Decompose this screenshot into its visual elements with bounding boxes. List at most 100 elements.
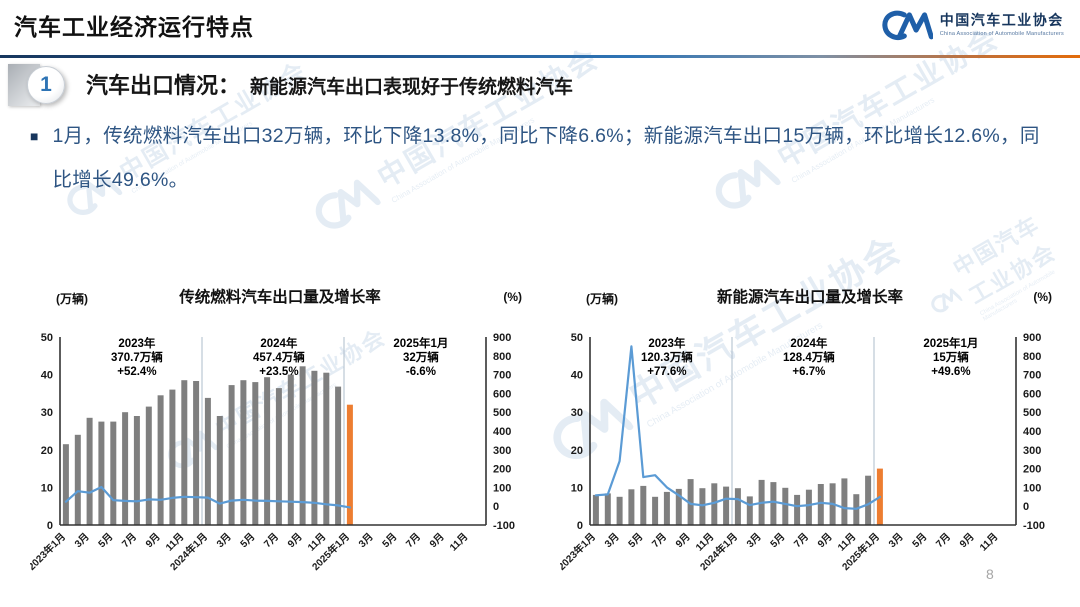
annotation-volume: 370.7万辆 [111, 350, 163, 364]
export-volume-bar [74, 434, 81, 525]
export-volume-bar [652, 496, 659, 525]
export-volume-bar [817, 484, 824, 525]
x-axis-label: 7月 [934, 531, 953, 550]
x-axis-label: 2023年1月 [30, 530, 68, 573]
right-axis-tick: -100 [493, 520, 515, 532]
x-axis-label: 9月 [285, 531, 304, 550]
annotation-growth: +52.4% [117, 366, 156, 378]
bullet-marker-icon: ■ [30, 128, 39, 144]
annotation-growth: +49.6% [931, 366, 970, 378]
export-volume-bar [346, 404, 353, 525]
chart-nev-exports: 新能源汽车出口量及增长率 (万辆) (%) 0 10 20 30 40 50 900 800 7… [560, 283, 1060, 605]
x-axis-label: 3月 [72, 531, 91, 550]
export-volume-bar [782, 487, 789, 525]
export-volume-bar [628, 489, 635, 525]
caam-logo-mark-icon [882, 10, 933, 40]
export-volume-bar [794, 494, 801, 525]
export-volume-bar [592, 494, 599, 525]
page-title: 汽车工业经济运行特点 [14, 14, 254, 40]
section-heading-sub: 新能源汽车出口表现好于传统燃料汽车 [250, 77, 574, 98]
export-volume-bar [216, 416, 223, 525]
x-axis-label: 7月 [792, 531, 811, 550]
right-axis-tick: 800 [493, 351, 511, 363]
annotation-year: 2024年 [260, 336, 298, 350]
export-volume-bar [122, 412, 129, 525]
export-volume-bar [287, 374, 294, 525]
annotation-volume: 32万辆 [403, 350, 439, 364]
left-axis-tick: 30 [571, 407, 583, 419]
org-name-cn: 中国汽车工业协会 [939, 12, 1064, 29]
export-volume-bar [663, 491, 670, 525]
right-axis-tick: 700 [1023, 370, 1041, 382]
right-axis-tick: 400 [1023, 426, 1041, 438]
left-axis-tick: 50 [41, 332, 53, 344]
x-axis-label: 9月 [957, 531, 976, 550]
annotation-year: 2023年 [648, 336, 686, 350]
export-volume-bar [723, 486, 730, 525]
export-volume-bar [640, 485, 647, 525]
left-axis-tick: 30 [41, 407, 53, 419]
right-axis-tick: 0 [493, 501, 499, 513]
right-axis-unit-label: (%) [1033, 290, 1052, 304]
export-volume-bar [616, 496, 623, 525]
x-axis-label: 9月 [427, 531, 446, 550]
right-axis-tick: 100 [493, 482, 511, 494]
chart-title: 传统燃料汽车出口量及增长率 [179, 289, 381, 306]
annotation-growth: +23.5% [259, 366, 298, 378]
x-axis-label: 9月 [673, 531, 692, 550]
export-volume-bar [805, 489, 812, 525]
right-axis-tick: 0 [1023, 501, 1029, 513]
annotation-year: 2025年1月 [923, 336, 978, 350]
left-axis-unit-label: (万辆) [586, 292, 618, 306]
right-axis-tick: 300 [493, 445, 511, 457]
export-volume-bar [193, 381, 200, 525]
export-volume-bar [240, 380, 247, 525]
annotation-year: 2023年 [118, 336, 156, 350]
left-axis-unit-label: (万辆) [56, 292, 88, 306]
section-number-badge: 1 [27, 66, 65, 104]
annotation-volume: 120.3万辆 [641, 350, 693, 364]
export-volume-bar [770, 482, 777, 525]
export-volume-bar [228, 385, 235, 525]
left-axis-tick: 20 [41, 445, 53, 457]
export-volume-bar [675, 488, 682, 525]
x-axis-label: 3月 [744, 531, 763, 550]
right-axis-tick: 800 [1023, 351, 1041, 363]
export-volume-bar [687, 479, 694, 525]
right-axis-tick: -100 [1023, 520, 1045, 532]
left-axis-tick: 0 [47, 520, 53, 532]
right-axis-unit-label: (%) [503, 290, 522, 304]
right-axis-tick: 400 [493, 426, 511, 438]
annotation-growth: -6.6% [406, 366, 436, 378]
export-volume-bar [275, 388, 282, 525]
annotation-volume: 457.4万辆 [253, 350, 305, 364]
export-volume-bar [252, 382, 259, 525]
left-axis-tick: 10 [41, 482, 53, 494]
export-volume-bar [62, 444, 69, 525]
x-axis-label: 3月 [602, 531, 621, 550]
nev-chart-svg: 0 10 20 30 40 50 900 800 700 600 500 400 300 200 100 0 -… [560, 332, 1045, 573]
traditional-fuel-chart-svg: 0 10 20 30 40 50 900 800 700 600 500 400 300 200 100 0 -… [30, 332, 515, 573]
export-volume-bar [734, 488, 741, 525]
export-volume-bar [110, 421, 117, 525]
x-axis-label: 5月 [768, 531, 787, 550]
chart-plot-area: 0 10 20 30 40 50 900 800 700 600 500 400 300 200 100 0 -… [560, 332, 1045, 573]
right-axis-tick: 200 [493, 464, 511, 476]
x-axis-label: 5月 [910, 531, 929, 550]
export-volume-bar [169, 389, 176, 525]
header-divider [0, 55, 1080, 58]
export-volume-bar [264, 377, 271, 525]
export-volume-bar [133, 416, 140, 525]
export-volume-bar [604, 493, 611, 525]
x-axis-label: 7月 [262, 531, 281, 550]
section-heading: 汽车出口情况： 新能源汽车出口表现好于传统燃料汽车 [86, 68, 573, 100]
x-axis-label: 3月 [886, 531, 905, 550]
export-volume-bar [98, 421, 105, 525]
x-axis-label: 9月 [815, 531, 834, 550]
annotation-growth: +6.7% [792, 366, 825, 378]
annotation-volume: 128.4万辆 [783, 350, 835, 364]
chart-traditional-fuel-exports: 传统燃料汽车出口量及增长率 (万辆) (%) 0 10 20 30 40 50 900 800… [30, 283, 530, 605]
annotation-year: 2025年1月 [393, 336, 448, 350]
left-axis-tick: 40 [41, 370, 53, 382]
org-name-en: China Association of Automobile Manufact… [939, 30, 1064, 37]
